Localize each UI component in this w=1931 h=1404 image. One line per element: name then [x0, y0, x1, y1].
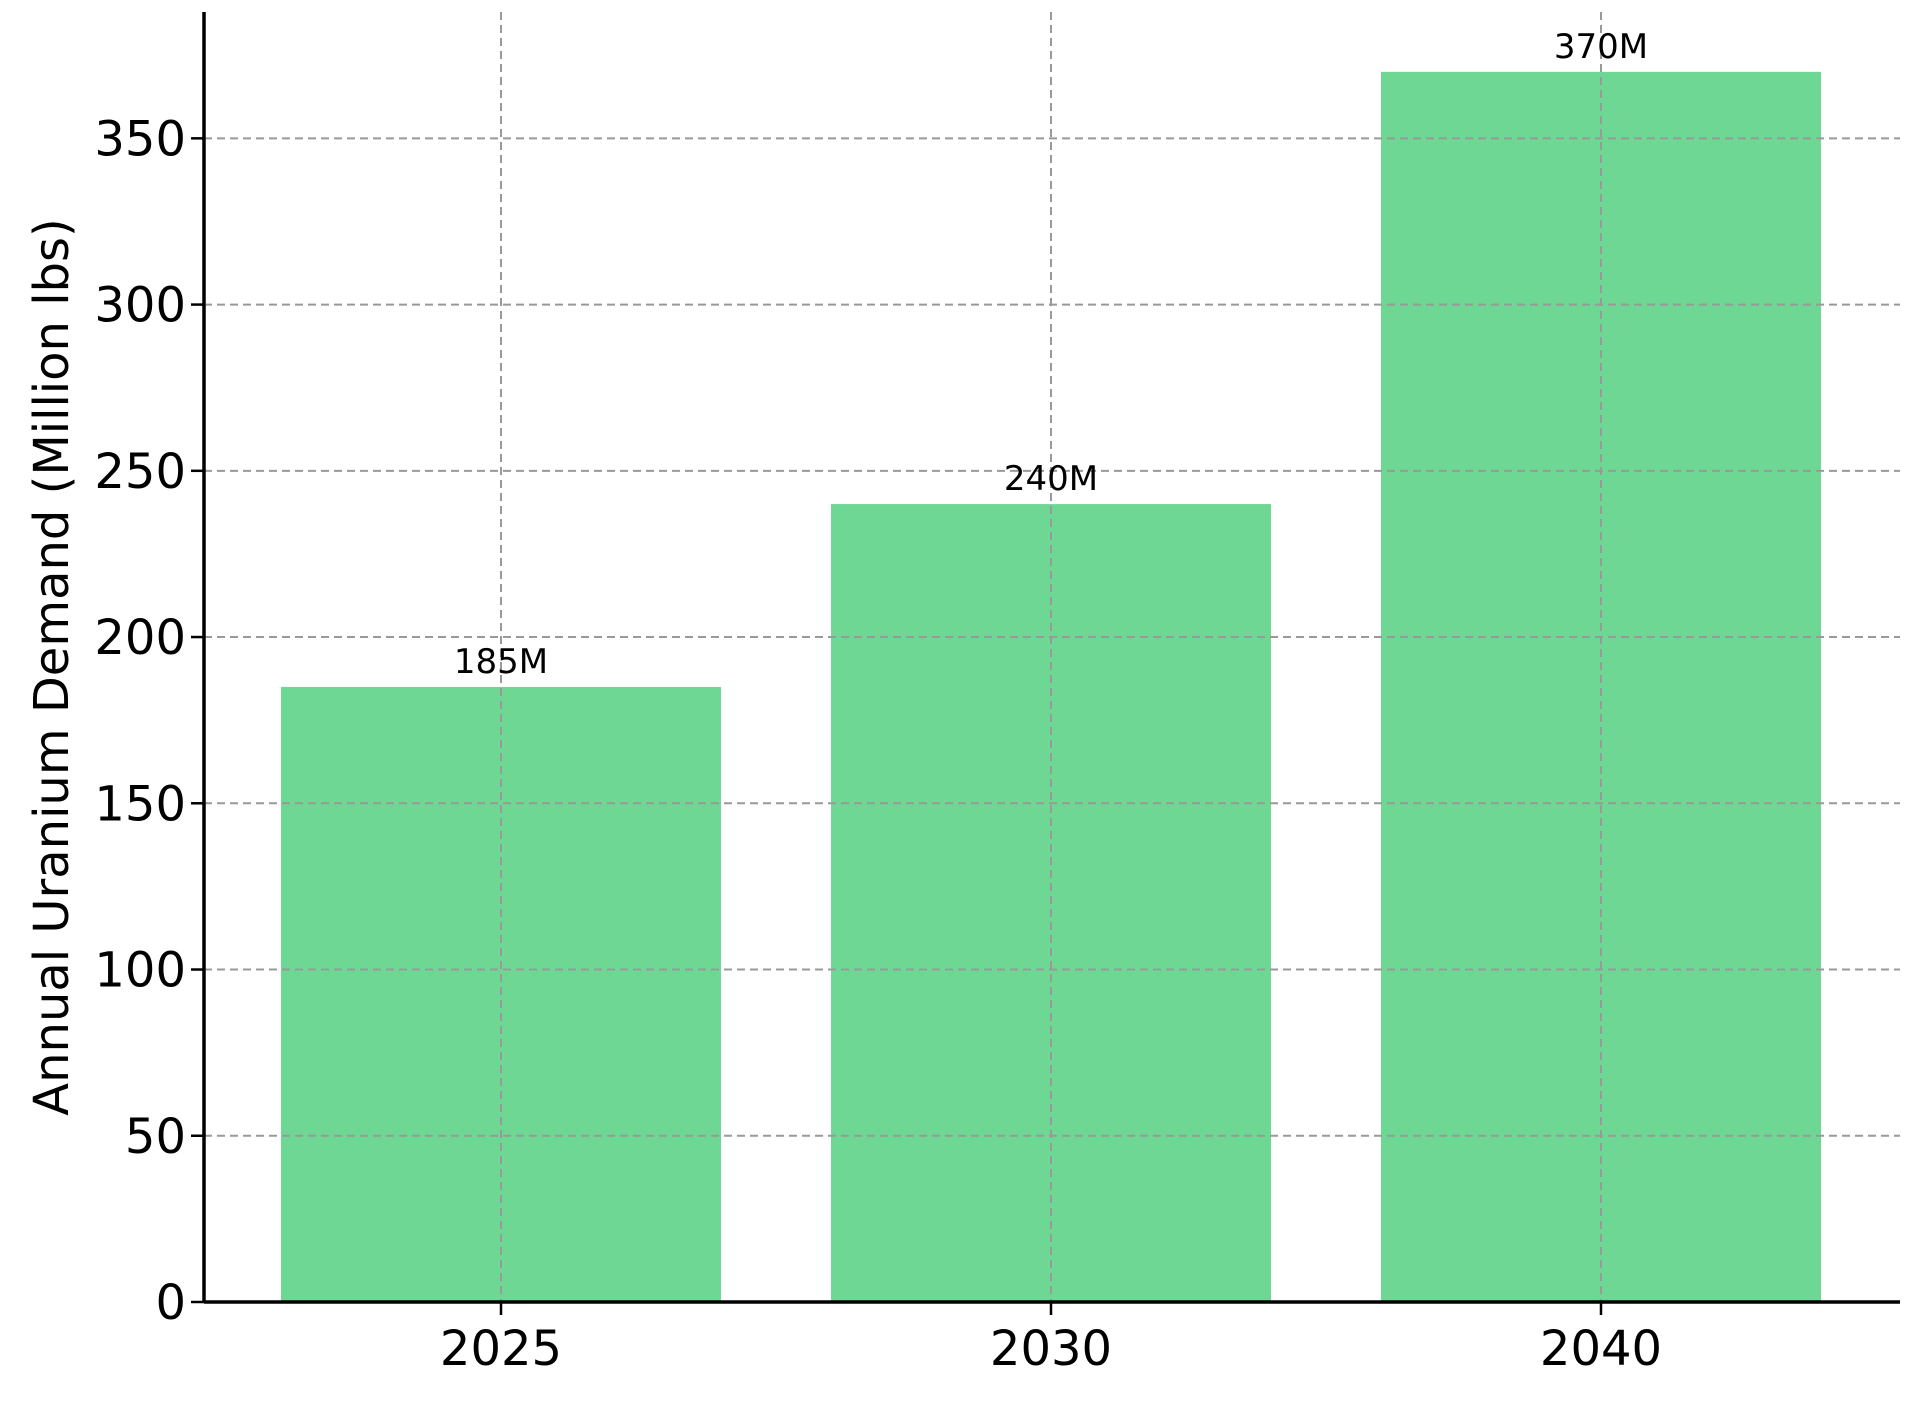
y-tick-label-150: 150: [94, 776, 186, 832]
ticks: 0 50 100 150 200 250 300 350 2025 2030 2040: [94, 111, 1662, 1377]
y-tick-label-100: 100: [94, 943, 186, 999]
y-tick-label-350: 350: [94, 111, 186, 167]
grid-lines: [204, 12, 1900, 1302]
x-tick-label-2040: 2040: [1540, 1321, 1662, 1377]
y-tick-label-200: 200: [94, 610, 186, 666]
data-label-2025: 185M: [454, 642, 548, 682]
y-tick-label-300: 300: [94, 278, 186, 334]
data-label-2040: 370M: [1554, 27, 1648, 67]
x-tick-label-2030: 2030: [990, 1321, 1112, 1377]
data-labels: 185M 240M 370M: [454, 27, 1648, 682]
y-axis-title: Annual Uranium Demand (Million lbs): [24, 218, 80, 1115]
x-tick-label-2025: 2025: [440, 1321, 562, 1377]
y-tick-label-250: 250: [94, 444, 186, 500]
y-tick-label-50: 50: [125, 1109, 186, 1165]
data-label-2030: 240M: [1004, 459, 1098, 499]
y-tick-label-0: 0: [155, 1275, 186, 1331]
